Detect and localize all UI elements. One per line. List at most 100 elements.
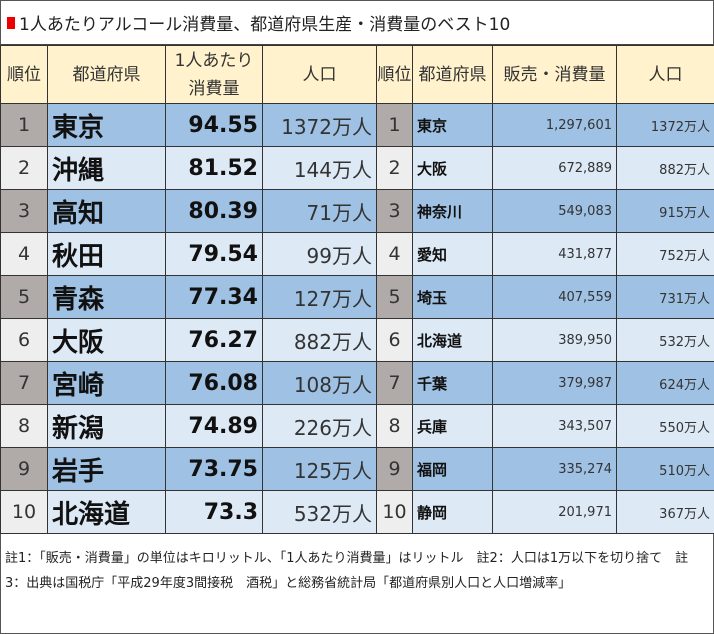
- rank-2-cell: 4: [376, 232, 413, 276]
- header-population-2: 人口: [616, 45, 714, 104]
- per-capita-cell: 76.08: [165, 361, 263, 405]
- header-row: 順位 都道府県 1人あたり消費量 人口 順位 都道府県 販売・消費量 人口: [0, 45, 714, 104]
- population-2-cell: 915万人: [616, 189, 714, 233]
- per-capita-cell: 74.89: [165, 404, 263, 448]
- prefecture-cell: 北海道: [47, 490, 166, 534]
- sales-cell: 672,889: [492, 146, 617, 190]
- prefecture-cell: 秋田: [47, 232, 166, 276]
- rank-2-cell: 2: [376, 146, 413, 190]
- population-2-cell: 731万人: [616, 275, 714, 319]
- sales-cell: 335,274: [492, 447, 617, 491]
- population-2-cell: 550万人: [616, 404, 714, 448]
- population-2-cell: 510万人: [616, 447, 714, 491]
- population-cell: 1372万人: [262, 103, 377, 147]
- prefecture-cell: 東京: [47, 103, 166, 147]
- table-row: 8 新潟 74.89 226万人 8 兵庫 343,507 550万人: [0, 404, 714, 448]
- per-capita-cell: 81.52: [165, 146, 263, 190]
- table-row: 3 高知 80.39 71万人 3 神奈川 549,083 915万人: [0, 189, 714, 233]
- rank-cell: 9: [0, 447, 48, 491]
- rank-2-cell: 5: [376, 275, 413, 319]
- population-cell: 127万人: [262, 275, 377, 319]
- prefecture-2-cell: 大阪: [412, 146, 493, 190]
- per-capita-cell: 77.34: [165, 275, 263, 319]
- population-2-cell: 624万人: [616, 361, 714, 405]
- table-row: 9 岩手 73.75 125万人 9 福岡 335,274 510万人: [0, 447, 714, 491]
- prefecture-2-cell: 兵庫: [412, 404, 493, 448]
- sales-cell: 389,950: [492, 318, 617, 362]
- table-row: 2 沖縄 81.52 144万人 2 大阪 672,889 882万人: [0, 146, 714, 190]
- table-row: 1 東京 94.55 1372万人 1 東京 1,297,601 1372万人: [0, 103, 714, 147]
- prefecture-2-cell: 東京: [412, 103, 493, 147]
- population-cell: 144万人: [262, 146, 377, 190]
- title-text: 1人あたりアルコール消費量、都道府県生産・消費量のベスト10: [19, 15, 511, 35]
- prefecture-2-cell: 埼玉: [412, 275, 493, 319]
- footnote: 註1：「販売・消費量」の単位はキロリットル、「1人あたり消費量」はリットル 註2…: [5, 551, 689, 591]
- prefecture-cell: 宮崎: [47, 361, 166, 405]
- red-square-icon: [7, 16, 15, 29]
- rank-2-cell: 1: [376, 103, 413, 147]
- header-rank-2: 順位: [376, 45, 413, 104]
- prefecture-cell: 大阪: [47, 318, 166, 362]
- header-sales: 販売・消費量: [492, 45, 617, 104]
- prefecture-2-cell: 北海道: [412, 318, 493, 362]
- prefecture-cell: 新潟: [47, 404, 166, 448]
- rank-cell: 7: [0, 361, 48, 405]
- rank-cell: 2: [0, 146, 48, 190]
- header-per-capita: 1人あたり消費量: [165, 45, 263, 104]
- header-prefecture: 都道府県: [47, 45, 166, 104]
- table-row: 4 秋田 79.54 99万人 4 愛知 431,877 752万人: [0, 232, 714, 276]
- population-cell: 108万人: [262, 361, 377, 405]
- ranking-table: 順位 都道府県 1人あたり消費量 人口 順位 都道府県 販売・消費量 人口 1 東京 94.55 1…: [0, 45, 714, 534]
- table-row: 10 北海道 73.3 532万人 10 静岡 201,971 367万人: [0, 490, 714, 534]
- rank-cell: 6: [0, 318, 48, 362]
- per-capita-cell: 73.3: [165, 490, 263, 534]
- sales-cell: 431,877: [492, 232, 617, 276]
- table-row: 6 大阪 76.27 882万人 6 北海道 389,950 532万人: [0, 318, 714, 362]
- prefecture-2-cell: 神奈川: [412, 189, 493, 233]
- population-2-cell: 1372万人: [616, 103, 714, 147]
- population-2-cell: 532万人: [616, 318, 714, 362]
- page-title: 1人あたりアルコール消費量、都道府県生産・消費量のベスト10: [1, 1, 713, 45]
- rank-2-cell: 6: [376, 318, 413, 362]
- per-capita-cell: 79.54: [165, 232, 263, 276]
- population-2-cell: 752万人: [616, 232, 714, 276]
- population-cell: 125万人: [262, 447, 377, 491]
- population-cell: 99万人: [262, 232, 377, 276]
- sales-cell: 379,987: [492, 361, 617, 405]
- rank-cell: 10: [0, 490, 48, 534]
- population-2-cell: 882万人: [616, 146, 714, 190]
- population-2-cell: 367万人: [616, 490, 714, 534]
- prefecture-2-cell: 愛知: [412, 232, 493, 276]
- rank-2-cell: 9: [376, 447, 413, 491]
- rank-cell: 5: [0, 275, 48, 319]
- prefecture-2-cell: 千葉: [412, 361, 493, 405]
- sales-cell: 343,507: [492, 404, 617, 448]
- prefecture-cell: 沖縄: [47, 146, 166, 190]
- prefecture-cell: 高知: [47, 189, 166, 233]
- header-population: 人口: [262, 45, 377, 104]
- prefecture-2-cell: 福岡: [412, 447, 493, 491]
- rank-2-cell: 8: [376, 404, 413, 448]
- population-cell: 882万人: [262, 318, 377, 362]
- prefecture-2-cell: 静岡: [412, 490, 493, 534]
- header-prefecture-2: 都道府県: [412, 45, 493, 104]
- sales-cell: 549,083: [492, 189, 617, 233]
- sales-cell: 201,971: [492, 490, 617, 534]
- per-capita-cell: 80.39: [165, 189, 263, 233]
- population-cell: 71万人: [262, 189, 377, 233]
- rank-2-cell: 10: [376, 490, 413, 534]
- population-cell: 226万人: [262, 404, 377, 448]
- per-capita-cell: 76.27: [165, 318, 263, 362]
- per-capita-cell: 94.55: [165, 103, 263, 147]
- rank-cell: 8: [0, 404, 48, 448]
- sales-cell: 407,559: [492, 275, 617, 319]
- rank-cell: 3: [0, 189, 48, 233]
- rank-2-cell: 7: [376, 361, 413, 405]
- rank-cell: 4: [0, 232, 48, 276]
- sales-cell: 1,297,601: [492, 103, 617, 147]
- rank-cell: 1: [0, 103, 48, 147]
- population-cell: 532万人: [262, 490, 377, 534]
- prefecture-cell: 岩手: [47, 447, 166, 491]
- header-rank: 順位: [0, 45, 48, 104]
